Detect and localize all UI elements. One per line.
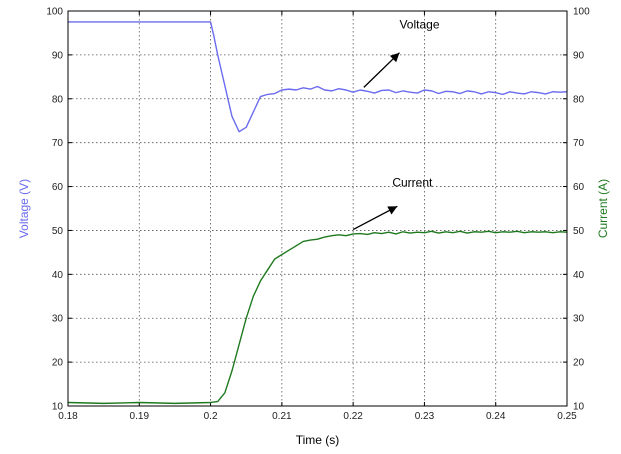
y-tick-label-right: 10 <box>573 402 585 413</box>
series-line-current <box>67 230 568 405</box>
y-tick-label-right: 60 <box>573 182 585 193</box>
grid <box>68 11 567 406</box>
series-line-voltage <box>68 21 568 133</box>
y-tick-label-left: 50 <box>52 226 64 237</box>
y-tick-label-left: 20 <box>52 358 64 369</box>
y-tick-label-right: 20 <box>573 358 585 369</box>
y-tick-label-right: 50 <box>573 226 585 237</box>
x-tick-label: 0.23 <box>415 411 435 422</box>
y-tick-label-left: 60 <box>52 182 64 193</box>
y-tick-label-right: 40 <box>573 270 585 281</box>
y-tick-label-right: 90 <box>573 50 585 61</box>
series-layer <box>67 21 568 405</box>
y-axis-label-left: Voltage (V) <box>17 179 31 238</box>
annotation-arrow-head <box>387 206 398 215</box>
x-tick-label: 0.22 <box>343 411 363 422</box>
ticks: 0.18 0.19 0.2 0.21 0.22 0.23 0.24 0.25102030405… <box>46 7 590 423</box>
y-tick-label-right: 100 <box>573 7 590 18</box>
y-axis-label-right: Current (A) <box>596 179 610 238</box>
annotations: Voltage Current <box>352 18 440 231</box>
x-tick-label: 0.2 <box>204 411 218 422</box>
y-tick-label-right: 80 <box>573 94 585 105</box>
plot-frame <box>67 10 568 407</box>
y-tick-label-left: 30 <box>52 314 64 325</box>
y-tick-label-left: 100 <box>46 7 63 18</box>
y-tick-label-left: 90 <box>52 50 64 61</box>
annotation-arrow-head <box>389 52 400 63</box>
y-tick-label-right: 30 <box>573 314 585 325</box>
x-tick-label: 0.25 <box>557 411 577 422</box>
y-tick-label-left: 80 <box>52 94 64 105</box>
x-tick-label: 0.24 <box>486 411 506 422</box>
x-axis-label: Time (s) <box>296 433 340 447</box>
x-tick-label: 0.21 <box>272 411 292 422</box>
x-tick-label: 0.19 <box>130 411 150 422</box>
y-tick-label-right: 70 <box>573 138 585 149</box>
y-tick-label-left: 40 <box>52 270 64 281</box>
y-tick-label-left: 10 <box>52 402 64 413</box>
x-tick-label: 0.18 <box>58 411 78 422</box>
annotation-label-voltage: Voltage <box>399 18 439 32</box>
annotation-label-current: Current <box>392 176 433 190</box>
y-tick-label-left: 70 <box>52 138 64 149</box>
